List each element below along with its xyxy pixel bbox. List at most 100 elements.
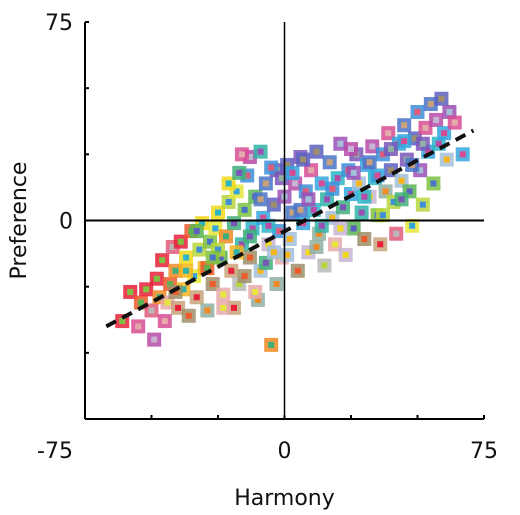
data-point-inner bbox=[324, 196, 331, 203]
data-point-inner bbox=[302, 188, 309, 195]
data-point-inner bbox=[422, 124, 429, 131]
data-point-inner bbox=[294, 267, 301, 274]
data-point-inner bbox=[175, 304, 182, 311]
data-point bbox=[293, 202, 308, 217]
data-point-inner bbox=[236, 281, 243, 288]
data-point-inner bbox=[326, 159, 333, 166]
data-point bbox=[123, 284, 138, 299]
data-point bbox=[383, 142, 398, 157]
data-point-inner bbox=[183, 267, 190, 274]
x-tick-label-minus-75: -75 bbox=[37, 439, 73, 464]
data-point bbox=[330, 171, 345, 186]
data-point-inner bbox=[268, 341, 275, 348]
data-point-inner bbox=[177, 238, 184, 245]
data-point-inner bbox=[265, 222, 272, 229]
data-point-inner bbox=[254, 296, 261, 303]
data-point-inner bbox=[318, 222, 325, 229]
data-point bbox=[181, 308, 196, 323]
data-point bbox=[426, 176, 441, 191]
data-point-inner bbox=[308, 167, 315, 174]
data-point-inner bbox=[398, 177, 405, 184]
data-point bbox=[455, 147, 470, 162]
data-point-inner bbox=[185, 312, 192, 319]
data-point bbox=[365, 139, 380, 154]
data-point-inner bbox=[265, 241, 272, 248]
data-point bbox=[288, 176, 303, 191]
data-point bbox=[237, 202, 252, 217]
data-point-inner bbox=[180, 286, 187, 293]
data-point bbox=[211, 205, 225, 220]
data-point-inner bbox=[284, 161, 291, 168]
data-point-inner bbox=[241, 206, 248, 213]
data-point-inner bbox=[262, 259, 269, 266]
data-point bbox=[373, 237, 388, 252]
data-point bbox=[333, 136, 348, 151]
data-point-inner bbox=[252, 288, 259, 295]
data-point bbox=[351, 176, 366, 191]
data-point-inner bbox=[358, 209, 365, 216]
data-point bbox=[437, 126, 452, 141]
y-tick-label-75: 75 bbox=[45, 11, 73, 36]
data-point bbox=[258, 255, 273, 270]
data-point-inner bbox=[119, 318, 126, 325]
data-point-inner bbox=[241, 273, 248, 280]
data-point-inner bbox=[217, 254, 224, 261]
data-point-inner bbox=[305, 196, 312, 203]
data-point-inner bbox=[289, 169, 296, 176]
data-point-inner bbox=[329, 214, 336, 221]
data-point bbox=[429, 112, 444, 127]
y-tick-label-0: 0 bbox=[59, 210, 73, 235]
data-point-inner bbox=[238, 151, 245, 158]
y-axis-title: Preference bbox=[7, 162, 32, 280]
data-point bbox=[333, 221, 348, 236]
data-point bbox=[418, 120, 433, 135]
data-point bbox=[397, 134, 412, 149]
data-point-inner bbox=[204, 307, 211, 314]
data-point bbox=[139, 282, 154, 297]
data-point-inner bbox=[270, 249, 277, 256]
x-tick-label-75: 75 bbox=[470, 439, 498, 464]
data-point-inner bbox=[207, 238, 214, 245]
data-point-inner bbox=[419, 201, 426, 208]
data-point-inner bbox=[164, 299, 171, 306]
data-point bbox=[439, 152, 454, 167]
data-point-inner bbox=[238, 241, 245, 248]
data-point bbox=[234, 147, 249, 162]
data-point-inner bbox=[204, 265, 211, 272]
data-point bbox=[415, 136, 430, 151]
data-point-inner bbox=[257, 148, 264, 155]
data-point-inner bbox=[374, 172, 381, 179]
data-point-inner bbox=[220, 291, 227, 298]
data-point-inner bbox=[289, 209, 296, 216]
data-point bbox=[434, 91, 449, 106]
data-point bbox=[242, 250, 257, 265]
data-point bbox=[320, 192, 335, 207]
data-point bbox=[397, 118, 412, 133]
data-point bbox=[304, 163, 319, 178]
data-point-inner bbox=[196, 246, 203, 253]
data-point bbox=[189, 290, 204, 305]
data-point-inner bbox=[377, 241, 384, 248]
data-point-inner bbox=[305, 249, 312, 256]
data-point-inner bbox=[199, 220, 206, 227]
data-point bbox=[160, 295, 175, 310]
data-point-inner bbox=[246, 254, 253, 261]
data-point-inner bbox=[212, 225, 219, 232]
data-point-inner bbox=[225, 180, 232, 187]
data-point bbox=[317, 258, 332, 273]
data-point bbox=[447, 115, 462, 130]
data-point bbox=[344, 142, 358, 157]
data-point-inner bbox=[153, 275, 160, 282]
data-point bbox=[346, 165, 361, 180]
data-point bbox=[357, 232, 372, 247]
x-axis-title: Harmony bbox=[234, 486, 335, 511]
data-point bbox=[357, 189, 372, 204]
data-point bbox=[147, 332, 162, 347]
data-point bbox=[394, 173, 409, 188]
data-point bbox=[309, 239, 324, 254]
data-point-inner bbox=[278, 175, 285, 182]
data-point bbox=[216, 287, 231, 302]
data-point bbox=[232, 165, 247, 180]
data-point bbox=[282, 232, 297, 247]
data-point-inner bbox=[401, 122, 408, 129]
